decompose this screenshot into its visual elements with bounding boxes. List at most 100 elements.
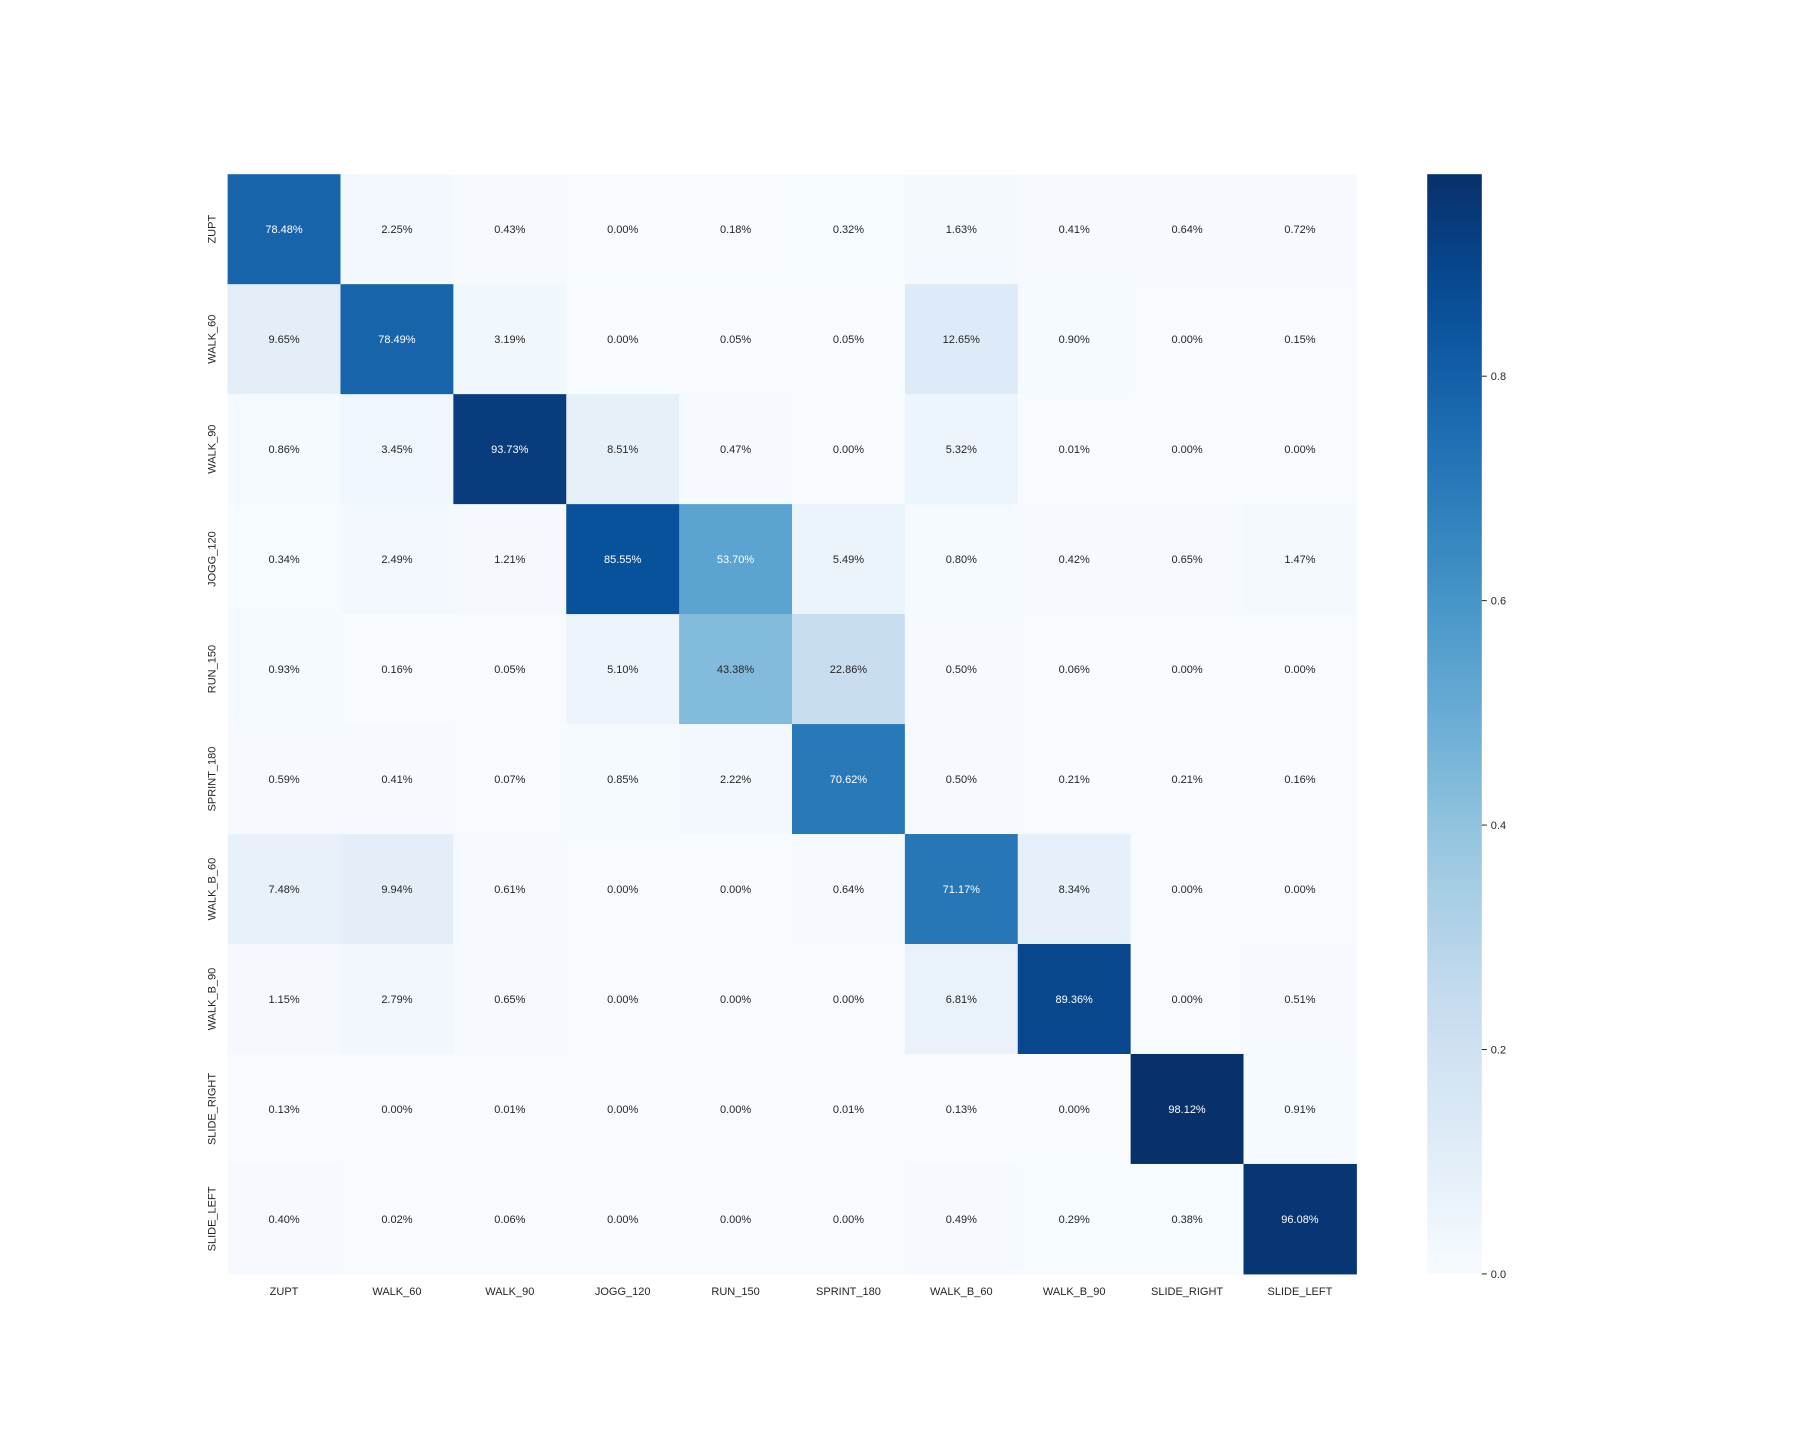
heatmap-cell [1243,394,1357,505]
heatmap-cell [792,504,906,615]
cell-value-label: 0.80% [946,554,977,566]
cell-value-label: 0.00% [1284,664,1315,676]
cell-value-label: 0.00% [1171,994,1202,1006]
heatmap-cell [904,614,1019,725]
cell-value-label: 9.65% [268,334,299,346]
heatmap-cell [1243,284,1357,395]
heatmap-cell [679,284,793,395]
cell-value-label: 0.05% [720,334,751,346]
colorbar-tick-label: 0.8 [1491,371,1506,383]
cell-value-label: 2.25% [381,224,412,236]
cell-value-label: 22.86% [830,664,868,676]
heatmap-cell [566,284,680,395]
cell-value-label: 43.38% [717,664,755,676]
cell-value-label: 2.79% [381,994,412,1006]
cell-value-label: 0.00% [1171,664,1202,676]
heatmap-cell [1243,724,1357,835]
heatmap-cell [679,1163,793,1275]
cell-value-label: 0.00% [833,994,864,1006]
heatmap-cell [679,394,793,505]
heatmap-cell [904,284,1019,395]
heatmap-cell [1017,174,1132,285]
heatmap-cell [792,1163,906,1275]
cell-value-label: 0.01% [833,1104,864,1116]
cell-value-label: 1.15% [268,994,299,1006]
heatmap-cell [340,614,454,725]
cell-value-label: 0.00% [1284,444,1315,456]
cell-value-label: 85.55% [604,554,642,566]
heatmap-cell [566,394,680,505]
cell-value-label: 0.42% [1059,554,1090,566]
heatmap-cell [1130,284,1245,395]
colorbar-tick-label: 0.0 [1491,1269,1506,1281]
cell-value-label: 0.15% [1284,334,1315,346]
cell-value-label: 7.48% [268,884,299,896]
heatmap-cell [566,1163,680,1275]
heatmap-cell [1243,504,1357,615]
heatmap-cell [1130,944,1245,1055]
cell-value-label: 0.00% [1171,444,1202,456]
heatmap-cell [679,174,793,285]
cell-value-label: 0.72% [1284,224,1315,236]
cell-value-label: 1.47% [1284,554,1315,566]
cell-value-label: 0.64% [833,884,864,896]
cell-value-label: 0.21% [1059,774,1090,786]
colorbar-tick-label: 0.6 [1491,596,1506,608]
heatmap-cell [453,284,567,395]
heatmap-cell [227,174,341,285]
heatmap-cell [1017,1053,1132,1165]
heatmap-cell [340,504,454,615]
cell-value-label: 53.70% [717,554,755,566]
heatmap-cell [1017,614,1132,725]
cell-value-label: 0.00% [607,224,638,236]
heatmap-cell [904,724,1019,835]
heatmap-cell [679,1053,793,1165]
x-tick-label: WALK_60 [372,1286,421,1298]
y-tick-label: SLIDE_RIGHT [207,1073,219,1145]
cell-value-label: 0.00% [1284,884,1315,896]
cell-value-label: 0.50% [946,664,977,676]
heatmap-cell [453,1053,567,1165]
heatmap-cell [792,834,906,945]
heatmap-cell [1243,834,1357,945]
heatmap-cell [1243,1163,1357,1275]
heatmap-cell [227,284,341,395]
cell-value-label: 6.81% [946,994,977,1006]
cell-value-label: 0.29% [1059,1214,1090,1226]
y-tick-label: WALK_60 [207,315,219,364]
cell-value-label: 0.34% [268,554,299,566]
heatmap-cell [453,614,567,725]
cell-value-label: 71.17% [943,884,981,896]
cell-value-label: 8.51% [607,444,638,456]
y-tick-label: SLIDE_LEFT [207,1186,219,1251]
cell-value-label: 78.48% [265,224,303,236]
cell-value-label: 78.49% [378,334,416,346]
heatmap-cell [792,1053,906,1165]
heatmap-cell [679,504,793,615]
cell-value-label: 0.00% [1171,334,1202,346]
cell-value-label: 89.36% [1056,994,1094,1006]
colorbar: 0.0 0.2 0.4 0.6 0.8 [1427,174,1506,1281]
x-tick-label: RUN_150 [711,1286,759,1298]
heatmap-cell [904,1053,1019,1165]
cell-value-label: 0.90% [1059,334,1090,346]
heatmap-cell [1243,1053,1357,1165]
cell-value-label: 0.47% [720,444,751,456]
cell-value-label: 0.02% [381,1214,412,1226]
cell-value-label: 0.13% [946,1104,977,1116]
heatmap-cell [792,174,906,285]
cell-value-label: 0.49% [946,1214,977,1226]
heatmap-cell [1017,504,1132,615]
cell-value-label: 0.00% [720,994,751,1006]
heatmap-cell [566,174,680,285]
heatmap-cell [904,834,1019,945]
heatmap-cell [566,944,680,1055]
cell-value-label: 0.65% [494,994,525,1006]
heatmap-cell [566,834,680,945]
cell-value-label: 0.16% [381,664,412,676]
y-tick-label: RUN_150 [207,645,219,693]
x-tick-label: WALK_B_90 [1043,1286,1106,1298]
heatmap-cell [1130,1053,1245,1165]
colorbar-tick-label: 0.4 [1491,820,1506,832]
heatmap-cell [1243,944,1357,1055]
